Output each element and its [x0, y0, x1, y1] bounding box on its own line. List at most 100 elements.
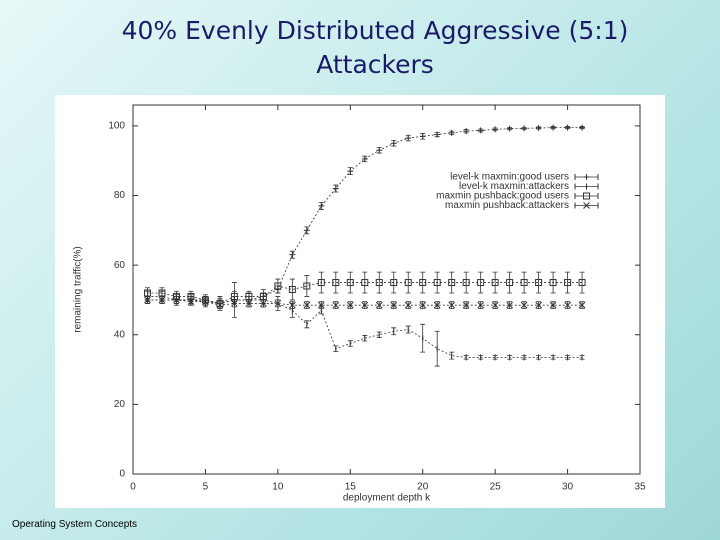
error-bar [550, 271, 556, 294]
error-bar [463, 271, 469, 294]
legend-label: level-k maxmin:good users [450, 172, 569, 183]
marker-square [506, 279, 514, 287]
marker-square [578, 279, 586, 287]
marker [143, 289, 151, 297]
marker-square [245, 292, 253, 300]
error-bar [478, 271, 484, 294]
x-tick-label: 15 [345, 482, 357, 493]
marker [347, 168, 354, 175]
marker [288, 301, 296, 309]
marker-stroke [346, 301, 354, 309]
marker-square [491, 279, 499, 287]
marker [332, 279, 340, 287]
marker [230, 292, 238, 300]
error-bar [507, 271, 513, 294]
marker [332, 301, 340, 309]
marker [448, 279, 456, 287]
plot-frame [132, 104, 641, 475]
y-tick-label: 20 [114, 399, 126, 410]
marker [535, 279, 543, 287]
marker [144, 296, 151, 304]
marker [462, 279, 470, 287]
marker [477, 279, 485, 287]
legend-label: maxmin pushback:attackers [445, 200, 569, 211]
marker-stroke [583, 202, 590, 209]
marker [433, 279, 441, 287]
marker-square [404, 279, 412, 287]
marker-stroke [158, 296, 166, 304]
marker-square [230, 292, 238, 300]
marker [579, 124, 586, 131]
marker-square [462, 279, 470, 287]
marker-square [549, 279, 557, 287]
error-bar [333, 271, 339, 294]
marker [245, 300, 253, 307]
marker-stroke [361, 301, 369, 309]
marker [462, 301, 470, 309]
marker [346, 279, 354, 287]
marker [419, 133, 426, 140]
marker-stroke [506, 301, 513, 309]
error-bar [434, 271, 440, 294]
marker-stroke [303, 301, 311, 309]
marker-stroke [419, 301, 427, 309]
marker-stroke [578, 301, 586, 309]
error-bar [304, 275, 310, 297]
marker [173, 296, 180, 304]
marker-stroke [173, 296, 180, 304]
marker-stroke [520, 301, 528, 309]
x-tick-label: 20 [417, 482, 429, 493]
marker-stroke [390, 301, 398, 309]
marker-stroke [317, 301, 325, 309]
marker [375, 279, 383, 287]
marker [405, 135, 412, 142]
marker [216, 301, 224, 309]
marker [375, 301, 383, 309]
x-tick-label: 25 [490, 482, 502, 493]
marker [419, 301, 427, 309]
error-bar [405, 271, 411, 294]
error-bar [521, 271, 527, 294]
marker [231, 300, 238, 307]
marker-stroke [448, 301, 456, 309]
marker-stroke [564, 301, 571, 309]
marker [390, 301, 398, 309]
marker [303, 301, 311, 309]
marker-square [274, 282, 282, 290]
marker [578, 279, 586, 287]
marker [158, 296, 166, 304]
marker [564, 124, 571, 131]
marker-square [259, 292, 267, 300]
marker-square [583, 192, 590, 200]
marker [506, 279, 514, 287]
y-tick-label: 40 [114, 329, 126, 340]
marker [332, 185, 339, 192]
marker [477, 127, 484, 134]
marker-square [303, 282, 311, 290]
marker [520, 301, 528, 309]
error-bar [275, 278, 281, 294]
title: Attackers [316, 50, 434, 79]
marker [202, 298, 209, 306]
marker-square [535, 279, 543, 287]
marker-stroke [144, 296, 151, 304]
marker [303, 282, 311, 290]
marker [433, 301, 441, 309]
x-tick-label: 30 [562, 482, 574, 493]
error-bar [536, 271, 542, 294]
marker-square [317, 279, 325, 287]
marker [361, 155, 368, 162]
marker-square [143, 289, 151, 297]
marker-square [346, 279, 354, 287]
marker [259, 292, 267, 300]
error-bar [376, 271, 382, 294]
marker [361, 279, 369, 287]
marker-stroke [462, 301, 470, 309]
marker-square [520, 279, 528, 287]
marker [549, 279, 557, 287]
y-tick-label: 60 [114, 260, 126, 271]
marker [477, 301, 485, 309]
y-tick-label: 100 [108, 121, 125, 132]
marker-square [158, 289, 166, 297]
marker [535, 301, 542, 309]
